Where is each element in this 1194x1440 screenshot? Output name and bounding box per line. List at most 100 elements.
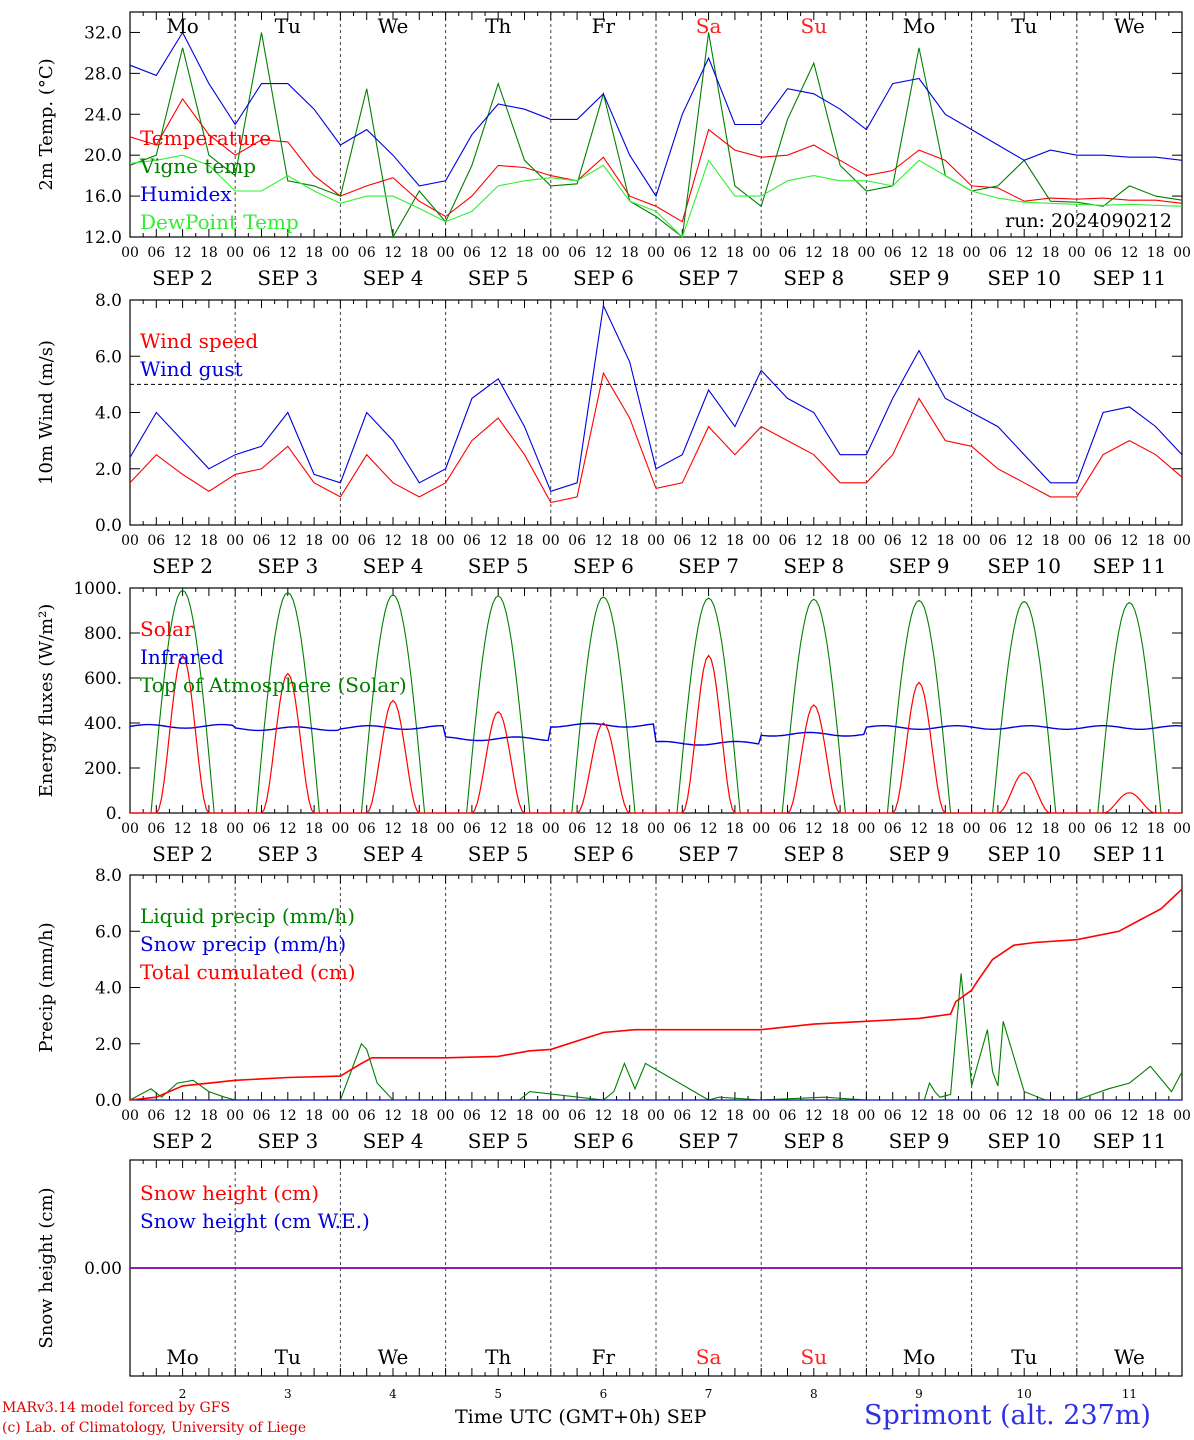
- y-axis-label: 10m Wind (m/s): [36, 340, 57, 485]
- hour-tick-label: 00: [1173, 821, 1191, 837]
- hour-tick-label: 06: [673, 821, 691, 837]
- hour-tick-label: 18: [621, 821, 639, 837]
- hour-tick-label: 06: [884, 1108, 902, 1124]
- series-line: [129, 32, 1183, 239]
- solar-line: [130, 654, 1182, 814]
- day-number-label: 2: [179, 1387, 187, 1400]
- date-label: SEP 3: [257, 1129, 318, 1153]
- weekday-label: Mo: [166, 14, 199, 38]
- y-tick-label: 200.: [84, 759, 122, 779]
- y-tick-label: 0.0: [95, 1091, 122, 1111]
- day-number-label: 6: [600, 1387, 608, 1400]
- hour-tick-label: 06: [673, 245, 691, 261]
- hour-tick-label: 12: [279, 245, 297, 261]
- legend-humidex: Humidex: [140, 182, 232, 206]
- hour-tick-label: 00: [752, 821, 770, 837]
- hour-tick-label: 06: [463, 245, 481, 261]
- hour-tick-label: 06: [989, 821, 1007, 837]
- toa-solar-line: [130, 589, 1182, 814]
- date-label: SEP 8: [783, 1129, 844, 1153]
- hour-tick-label: 12: [910, 533, 928, 549]
- date-label: SEP 8: [783, 554, 844, 578]
- hour-tick-label: 12: [1015, 821, 1033, 837]
- hour-tick-label: 06: [1094, 245, 1112, 261]
- hour-tick-label: 12: [174, 533, 192, 549]
- hour-tick-label: 12: [384, 533, 402, 549]
- hour-tick-label: 06: [568, 821, 586, 837]
- legend-snow-height-cm-w-e-: Snow height (cm W.E.): [140, 1209, 370, 1233]
- weekday-label: Tu: [1011, 1345, 1037, 1369]
- hour-tick-label: 00: [1173, 245, 1191, 261]
- date-label: SEP 11: [1093, 842, 1167, 866]
- hour-tick-label: 12: [594, 1108, 612, 1124]
- hour-tick-label: 06: [358, 245, 376, 261]
- hour-tick-label: 06: [253, 1108, 271, 1124]
- date-label: SEP 7: [678, 266, 739, 290]
- hour-tick-label: 18: [1147, 1108, 1165, 1124]
- y-tick-label: 0.00: [84, 1259, 122, 1279]
- y-tick-label: 12.0: [84, 228, 122, 248]
- y-tick-label: 400.: [84, 714, 122, 734]
- hour-tick-label: 12: [594, 821, 612, 837]
- hour-tick-label: 00: [542, 1108, 560, 1124]
- hour-tick-label: 06: [147, 821, 165, 837]
- hour-tick-label: 12: [174, 245, 192, 261]
- day-number-label: 4: [389, 1387, 397, 1400]
- hour-tick-label: 18: [936, 245, 954, 261]
- y-tick-label: 0.0: [95, 516, 122, 536]
- weekday-label: We: [378, 1345, 409, 1369]
- series-line: [129, 31, 1183, 198]
- hour-tick-label: 12: [700, 821, 718, 837]
- hour-tick-label: 00: [437, 1108, 455, 1124]
- date-label: SEP 10: [987, 1129, 1061, 1153]
- hour-tick-label: 18: [200, 533, 218, 549]
- weekday-label: Mo: [903, 14, 936, 38]
- hour-tick-label: 06: [358, 533, 376, 549]
- lab-credit: (c) Lab. of Climatology, University of L…: [2, 1420, 307, 1436]
- date-label: SEP 6: [573, 1129, 634, 1153]
- hour-tick-label: 06: [358, 1108, 376, 1124]
- hour-tick-label: 12: [1120, 821, 1138, 837]
- hour-tick-label: 12: [1015, 1108, 1033, 1124]
- hour-tick-label: 06: [779, 245, 797, 261]
- hour-tick-label: 06: [253, 245, 271, 261]
- legend-solar: Solar: [140, 617, 194, 641]
- hour-tick-label: 18: [621, 533, 639, 549]
- hour-tick-label: 12: [700, 245, 718, 261]
- date-label: SEP 4: [363, 842, 424, 866]
- hour-tick-label: 12: [279, 533, 297, 549]
- hour-tick-label: 12: [279, 1108, 297, 1124]
- y-tick-label: 28.0: [84, 64, 122, 84]
- hour-tick-label: 00: [857, 533, 875, 549]
- hour-tick-label: 00: [752, 245, 770, 261]
- y-tick-label: 32.0: [84, 23, 122, 43]
- hour-tick-label: 00: [1068, 821, 1086, 837]
- date-label: SEP 9: [889, 842, 950, 866]
- date-label: SEP 5: [468, 266, 529, 290]
- hour-tick-label: 18: [410, 245, 428, 261]
- hour-tick-label: 12: [489, 1108, 507, 1124]
- panel-3-frame: [129, 587, 1183, 814]
- y-tick-label: 0.: [106, 804, 122, 824]
- date-label: SEP 2: [152, 266, 213, 290]
- day-number-label: 8: [810, 1387, 818, 1400]
- hour-tick-label: 18: [831, 821, 849, 837]
- date-label: SEP 4: [363, 266, 424, 290]
- y-tick-label: 16.0: [84, 187, 122, 207]
- hour-tick-label: 06: [568, 533, 586, 549]
- hour-tick-label: 06: [884, 245, 902, 261]
- hour-tick-label: 00: [121, 1108, 139, 1124]
- date-label: SEP 11: [1093, 554, 1167, 578]
- y-tick-label: 2.0: [95, 460, 122, 480]
- day-number-label: 7: [705, 1387, 713, 1400]
- hour-tick-label: 00: [1068, 245, 1086, 261]
- hour-tick-label: 00: [437, 821, 455, 837]
- hour-tick-label: 06: [779, 1108, 797, 1124]
- hour-tick-label: 18: [1147, 533, 1165, 549]
- date-label: SEP 9: [889, 266, 950, 290]
- hour-tick-label: 00: [647, 245, 665, 261]
- y-axis-label: Precip (mm/h): [36, 922, 57, 1052]
- hour-tick-label: 00: [752, 533, 770, 549]
- weekday-label: Th: [485, 1345, 511, 1369]
- weekday-label: We: [378, 14, 409, 38]
